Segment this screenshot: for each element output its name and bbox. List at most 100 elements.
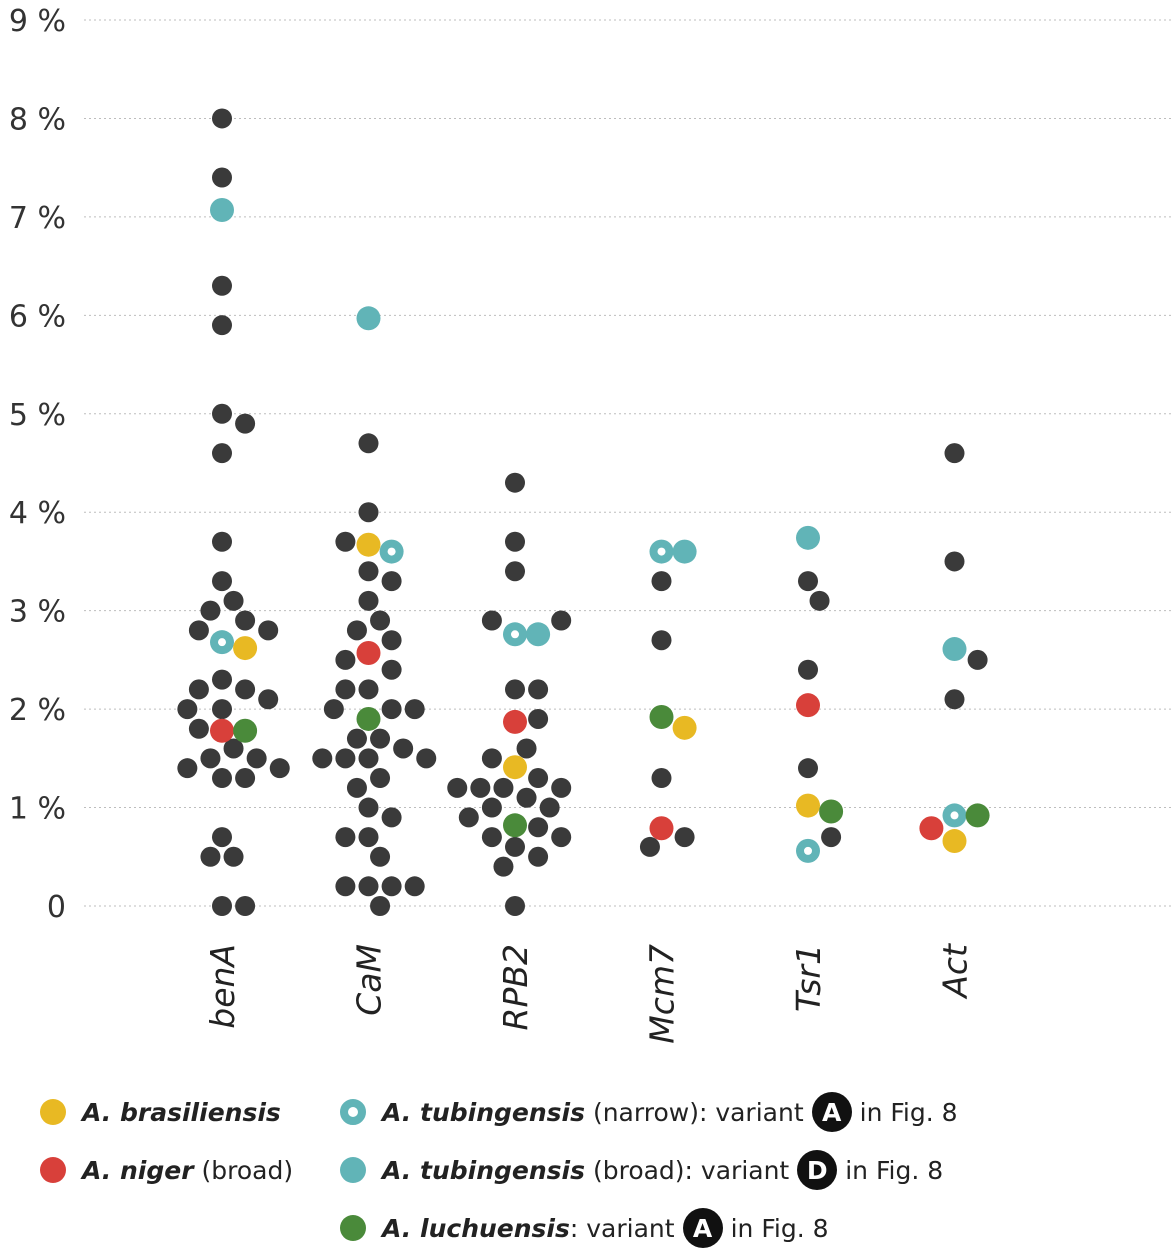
x-tick-label: RPB2 [496, 944, 535, 1030]
data-point-other [381, 571, 402, 592]
data-point-other [528, 679, 549, 700]
legend-species-note: : variant [569, 1213, 675, 1243]
data-point-other [370, 846, 391, 867]
data-point-a-luchuensis [965, 803, 990, 828]
grid-lines [84, 19, 1174, 907]
data-point-other [967, 649, 988, 670]
data-point-a-brasiliensis [796, 793, 820, 818]
x-tick-label: Tsr1 [789, 944, 828, 1012]
data-point-other [188, 718, 209, 739]
legend-swatch-teal-ring [340, 1099, 366, 1125]
data-point-other [481, 797, 502, 818]
data-point-other [212, 699, 232, 720]
data-point-other [235, 768, 256, 789]
data-point-other [335, 649, 356, 670]
legend-species-name: A. tubingensis [382, 1097, 586, 1127]
data-point-other [516, 738, 537, 759]
data-point-other [370, 728, 391, 749]
data-point-a-niger [503, 709, 527, 734]
data-point-other [505, 531, 525, 552]
y-tick-label: 5 % [9, 398, 66, 433]
legend-figure-ref: in Fig. 8 [845, 1155, 944, 1185]
data-point-other [269, 758, 290, 779]
data-point-other [551, 610, 572, 631]
data-point-other [393, 738, 414, 759]
data-point-other [177, 758, 198, 779]
data-point-a-luchuensis [819, 799, 844, 824]
data-point-other [212, 669, 232, 690]
data-point-ring-center [950, 811, 959, 820]
x-tick-label: benA [203, 944, 242, 1029]
data-point-other [235, 610, 256, 631]
data-point-other [358, 748, 379, 769]
legend-figure-ref: in Fig. 8 [859, 1097, 958, 1127]
data-point-other [516, 787, 537, 808]
legend-item-niger: A. niger (broad) [40, 1150, 293, 1190]
data-point-a-niger [356, 640, 381, 665]
x-tick-label: Act [936, 943, 975, 1000]
data-point-other [639, 836, 660, 857]
data-point-other [346, 728, 367, 749]
y-axis-ticks: 0 1 % 2 % 3 % 4 % 5 % 6 % 7 % 8 % 9 % [9, 4, 66, 925]
data-point-other [493, 856, 514, 877]
data-point-a-tubingensis-broad [210, 197, 234, 222]
data-point-other [358, 561, 379, 582]
data-point-other [212, 108, 232, 129]
legend-species-note: (broad) [193, 1155, 294, 1185]
data-point-other [528, 708, 549, 729]
data-point-other [212, 571, 232, 592]
data-point-other [505, 679, 525, 700]
variant-badge: A [682, 1208, 723, 1248]
data-point-a-tubingensis-broad [356, 306, 381, 331]
data-point-ring-center [804, 846, 812, 855]
y-tick-label: 2 % [9, 693, 66, 728]
data-point-a-tubingensis-broad [672, 539, 697, 564]
data-point-a-niger [796, 693, 820, 718]
data-point-other [798, 659, 818, 680]
data-point-other [212, 827, 232, 848]
data-point-a-brasiliensis [672, 715, 697, 740]
x-tick-label: Mcm7 [643, 944, 682, 1044]
data-point-other [200, 600, 221, 621]
data-point-other [358, 590, 379, 611]
data-point-other [416, 748, 437, 769]
data-point-other [493, 777, 514, 798]
data-point-other [404, 876, 425, 897]
legend-species-name: A. brasiliensis [82, 1097, 281, 1127]
legend-item-tubingensis-narrow: A. tubingensis (narrow): variant A in Fi… [340, 1092, 958, 1132]
legend-swatch-green [340, 1215, 366, 1241]
data-point-other [404, 699, 425, 720]
data-point-a-brasiliensis [356, 532, 381, 557]
data-point-other [944, 443, 965, 464]
data-point-a-brasiliensis [233, 636, 258, 661]
legend-item-brasiliensis: A. brasiliensis [40, 1092, 281, 1132]
data-point-other [212, 315, 232, 336]
data-point-other [551, 777, 572, 798]
legend-swatch-red [40, 1157, 66, 1183]
data-point-other [821, 827, 842, 848]
y-tick-label: 7 % [9, 201, 66, 236]
y-tick-label: 1 % [9, 792, 66, 827]
legend-swatch-teal [340, 1157, 366, 1183]
data-point-a-luchuensis [649, 704, 674, 729]
data-point-other [944, 689, 965, 710]
y-tick-label: 0 [47, 890, 66, 925]
data-point-other [539, 797, 560, 818]
data-point-other [223, 738, 244, 759]
data-point-other [335, 531, 356, 552]
data-point-other [481, 610, 502, 631]
data-point-other [505, 836, 525, 857]
data-point-ring-center [511, 630, 519, 639]
data-point-other [798, 571, 818, 592]
data-point-a-brasiliensis [503, 755, 527, 780]
data-point-other [381, 807, 402, 828]
data-point-other [335, 876, 356, 897]
data-point-ring-center [218, 638, 226, 647]
data-point-other [346, 620, 367, 641]
data-point-other [381, 630, 402, 651]
data-point-a-niger [649, 816, 674, 841]
data-point-other [798, 758, 818, 779]
data-point-other [458, 807, 479, 828]
data-point-other [381, 699, 402, 720]
variant-badge: D [797, 1150, 838, 1190]
